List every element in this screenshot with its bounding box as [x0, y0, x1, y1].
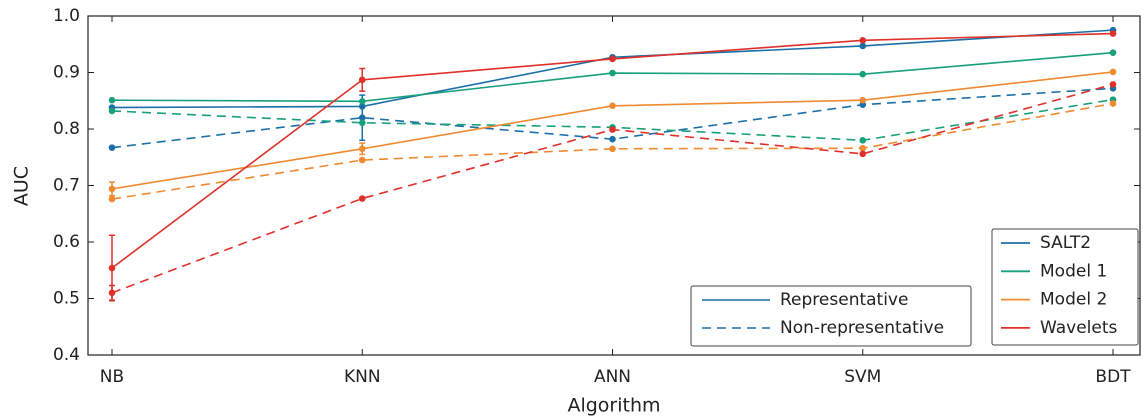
series-line [111, 29, 1114, 109]
legend-box [991, 228, 1139, 346]
point [108, 144, 116, 151]
point [1109, 49, 1117, 57]
point [358, 156, 366, 164]
point [609, 102, 616, 110]
point [859, 96, 867, 104]
point [1109, 100, 1117, 107]
point [108, 185, 116, 193]
legend-label: Representative [780, 290, 908, 310]
y-tick-label: 0.8 [53, 119, 80, 139]
point [609, 126, 616, 133]
point [358, 98, 366, 105]
legend-label: SALT2 [1040, 233, 1091, 253]
point [358, 76, 366, 84]
x-tick-label: ANN [594, 367, 631, 387]
y-tick-label: 0.7 [53, 176, 80, 196]
point [859, 101, 867, 109]
point [859, 36, 867, 44]
point [859, 137, 867, 144]
point [859, 150, 867, 158]
point [859, 144, 867, 152]
point [859, 70, 867, 78]
legend-box [690, 285, 972, 347]
point [609, 145, 616, 153]
legend-label: Model 2 [1040, 290, 1107, 310]
y-tick-label: 0.6 [53, 232, 80, 252]
point [1109, 30, 1117, 37]
x-tick-label: BDT [1095, 367, 1131, 387]
y-tick-label: 1.0 [53, 6, 80, 26]
point [358, 145, 366, 153]
legend-label: Non-representative [780, 318, 944, 338]
point [609, 69, 616, 77]
point [859, 42, 867, 50]
x-tick-label: SVM [844, 367, 881, 387]
point [358, 119, 366, 127]
point [358, 195, 366, 202]
x-tick-label: NB [100, 367, 124, 387]
series-line [111, 83, 1114, 294]
point [108, 289, 116, 297]
legend-label: Model 1 [1040, 261, 1107, 281]
y-tick-label: 0.4 [53, 345, 80, 365]
y-tick-label: 0.5 [53, 289, 80, 309]
plot-frame [87, 15, 1141, 356]
point [108, 264, 116, 272]
y-tick-label: 0.9 [53, 63, 80, 83]
point [609, 55, 616, 63]
point [108, 195, 116, 203]
point [609, 135, 616, 143]
x-tick-label: KNN [344, 367, 381, 387]
point [1109, 68, 1117, 76]
x-axis-label: Algorithm [567, 395, 660, 417]
y-axis-label: AUC [11, 166, 33, 206]
point [1109, 81, 1117, 88]
point [358, 114, 366, 121]
point [108, 107, 116, 115]
legend-label: Wavelets [1040, 318, 1118, 338]
point [108, 96, 116, 104]
